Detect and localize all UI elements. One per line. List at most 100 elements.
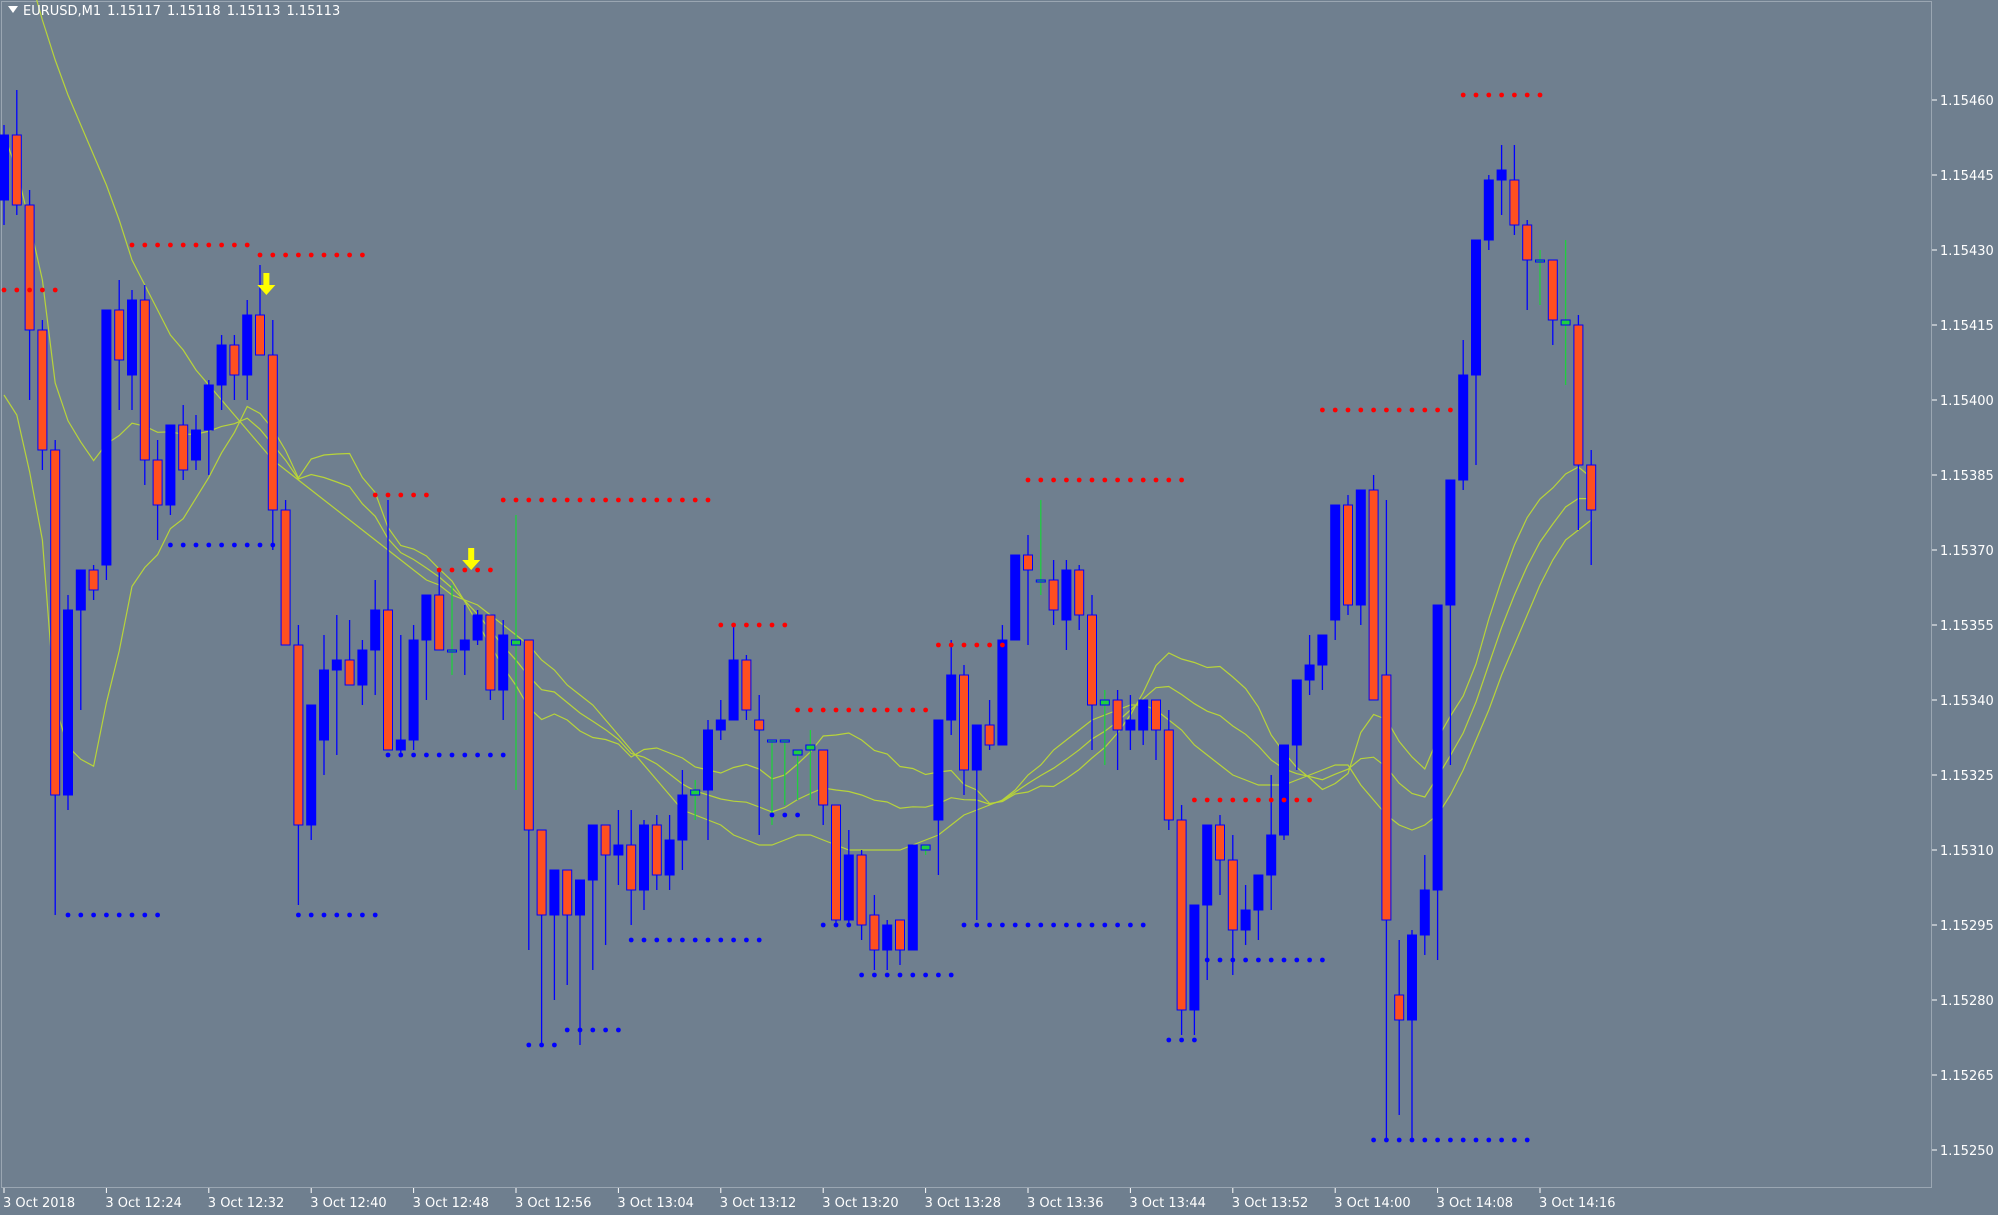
support-dot	[193, 542, 199, 548]
candle-body	[1547, 259, 1558, 321]
time-tick-label: 3 Oct 12:24	[105, 1196, 181, 1211]
resistance-dot	[1512, 92, 1517, 98]
candle-body	[127, 299, 137, 376]
support-dot	[116, 912, 122, 918]
candle-body	[1445, 479, 1456, 606]
support-dot	[296, 912, 301, 918]
support-dot	[1409, 1137, 1415, 1143]
sell-arrow-icon	[462, 548, 481, 570]
resistance-dot	[155, 242, 161, 248]
support-dot	[872, 972, 877, 978]
support-dot	[923, 972, 928, 978]
support-dot	[1396, 1137, 1402, 1143]
candle-body	[639, 824, 649, 891]
candle-body	[1010, 554, 1021, 641]
resistance-dot	[1102, 477, 1108, 483]
candle-body	[997, 639, 1008, 746]
resistance-dot	[1281, 797, 1287, 803]
candle-body	[485, 614, 496, 691]
support-dot	[680, 937, 685, 943]
resistance-dot	[1179, 477, 1184, 483]
support-dot	[104, 912, 109, 918]
support-dot	[1384, 1137, 1389, 1143]
candle-body	[933, 719, 944, 821]
resistance-dot	[257, 252, 263, 258]
resistance-dot	[334, 252, 340, 258]
time-axis[interactable]: 3 Oct 2018 3 Oct 12:24 3 Oct 12:32 3 Oct 12…	[3, 1188, 1615, 1211]
ohlc-close: 1.15113	[286, 4, 341, 19]
support-dot	[1435, 1137, 1440, 1143]
support-dot	[398, 752, 404, 758]
resistance-dot	[1243, 797, 1248, 803]
support-dot	[628, 937, 634, 943]
candle-body	[1035, 579, 1046, 583]
candle-body	[818, 749, 829, 806]
time-tick-label: 3 Oct 13:52	[1232, 1196, 1308, 1211]
candle-body	[267, 354, 278, 511]
support-dot	[1268, 957, 1274, 963]
price-tick-label: 1.15400	[1940, 394, 1994, 409]
collapse-triangle-icon[interactable]	[8, 6, 18, 13]
candle-body	[1253, 874, 1264, 911]
resistance-dot	[1128, 477, 1133, 483]
price-axis[interactable]: 1.15250 1.15265 1.15280 1.15295 1.15310 1.153…	[1932, 94, 1994, 1159]
candle-body	[1394, 994, 1405, 1021]
candle-body	[472, 614, 483, 641]
candle-body	[1458, 374, 1469, 481]
candle-body	[1522, 224, 1533, 261]
resistance-dot	[1320, 407, 1325, 413]
time-tick-label: 3 Oct 13:36	[1027, 1196, 1103, 1211]
candle-body	[1586, 464, 1597, 511]
resistance-dot	[808, 707, 813, 713]
ohlc-open: 1.15117	[107, 4, 161, 19]
candle-body	[498, 634, 509, 691]
support-dot	[961, 922, 967, 928]
resistance-dot	[910, 707, 916, 713]
resistance-dot	[1153, 477, 1159, 483]
resistance-dot	[718, 622, 724, 628]
resistance-dot	[846, 707, 852, 713]
resistance-dot	[1307, 797, 1312, 803]
support-dot	[1243, 957, 1248, 963]
support-dot	[142, 912, 148, 918]
support-dot	[1422, 1137, 1428, 1143]
time-tick-label: 3 Oct 14:00	[1334, 1196, 1410, 1211]
resistance-dot	[1064, 477, 1069, 483]
resistance-dot	[628, 497, 634, 503]
candle-body	[101, 309, 112, 566]
ohlc-high: 1.15118	[166, 4, 221, 19]
resistance-dot	[769, 622, 775, 628]
support-dot	[1294, 957, 1300, 963]
support-dot	[1179, 1037, 1184, 1043]
resistance-dot	[1396, 407, 1402, 413]
candle-body	[1266, 834, 1277, 876]
candle-body	[191, 429, 201, 461]
support-dot	[1473, 1137, 1479, 1143]
support-dot	[1230, 957, 1236, 963]
support-dot	[795, 812, 800, 818]
resistance-dot	[936, 642, 941, 648]
support-dot	[948, 972, 954, 978]
time-tick-label: 3 Oct 14:16	[1539, 1196, 1615, 1211]
resistance-dot	[1422, 407, 1428, 413]
candle-body	[1125, 719, 1136, 731]
support-dot	[641, 937, 647, 943]
support-dot	[155, 912, 161, 918]
price-tick-label: 1.15430	[1940, 244, 1994, 259]
candle-body	[1074, 569, 1085, 616]
support-dot	[372, 912, 378, 918]
price-tick-label: 1.15370	[1940, 544, 1994, 559]
candle-body	[114, 309, 125, 361]
candle-body	[293, 644, 304, 826]
price-tick-label: 1.15310	[1940, 844, 1994, 859]
resistance-dot	[1051, 477, 1056, 483]
candle-body	[1573, 324, 1584, 466]
support-dot	[897, 972, 903, 978]
signal-arrows	[257, 273, 481, 570]
resistance-dot	[398, 492, 404, 498]
resistance-dot	[308, 252, 314, 258]
support-dot	[1076, 922, 1082, 928]
candle-body	[1163, 729, 1174, 821]
resistance-dot	[244, 242, 250, 248]
